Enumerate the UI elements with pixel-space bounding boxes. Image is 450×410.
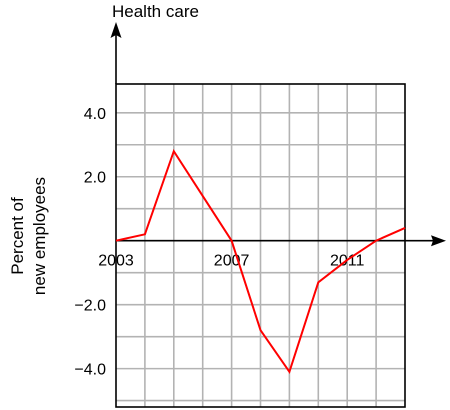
y-axis-arrow	[110, 22, 122, 38]
x-tick-label: 2003	[98, 253, 134, 270]
y-axis-label-line: Percent of	[8, 197, 27, 275]
plot-frame	[115, 83, 406, 408]
grid-lines	[116, 84, 405, 407]
tick-labels: 2003 2007 2011 4.0 2.0 −2.0 −4.0	[74, 106, 364, 379]
y-tick-label: −2.0	[74, 298, 106, 315]
y-tick-label: −4.0	[74, 362, 106, 379]
y-axis-label: Percent of new employees	[8, 177, 49, 295]
series-line	[115, 148, 406, 375]
series-lines	[115, 148, 406, 375]
y-tick-label: 4.0	[84, 106, 106, 123]
y-tick-label: 2.0	[84, 170, 106, 187]
x-tick-label: 2007	[214, 253, 250, 270]
x-tick-label: 2011	[330, 253, 365, 270]
axes	[110, 22, 446, 247]
x-axis-arrow	[431, 235, 446, 247]
y-axis-label-line: new employees	[30, 177, 49, 295]
chart-title: Health care	[112, 2, 199, 21]
